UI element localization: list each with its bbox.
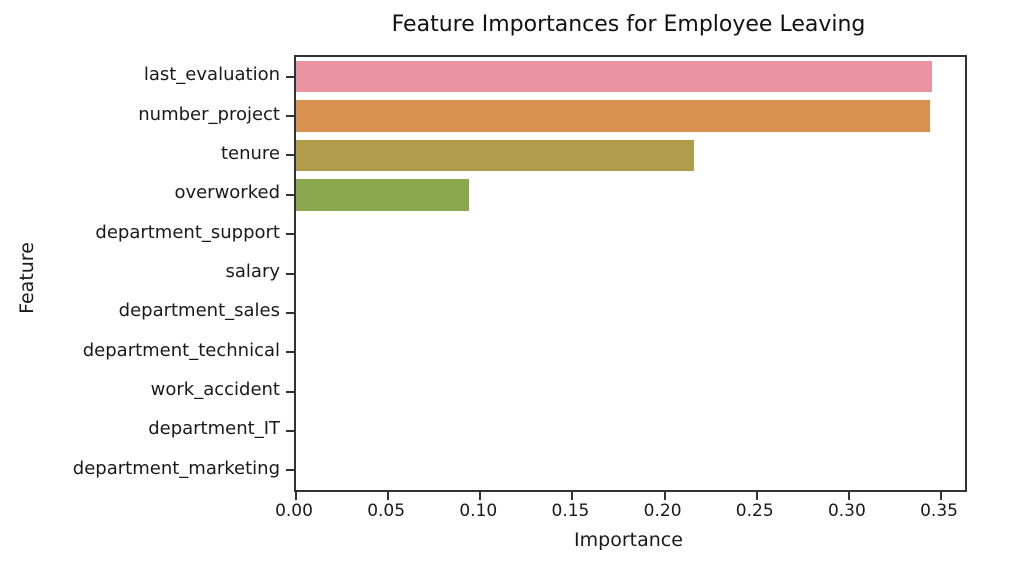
y-tick-mark — [286, 193, 294, 196]
x-tick-label-0.05: 0.05 — [367, 501, 406, 521]
x-tick-label-0.35: 0.35 — [920, 501, 958, 521]
y-tick-label-last_evaluation: last_evaluation — [143, 64, 280, 86]
bar-row — [296, 96, 965, 135]
y-tick-mark — [286, 311, 294, 314]
y-tick-mark — [286, 154, 294, 157]
x-axis-label: Importance — [574, 529, 683, 551]
plot-area — [286, 55, 967, 500]
x-tick-label-0.10: 0.10 — [459, 501, 498, 521]
bar-row — [296, 451, 965, 490]
bar-row — [296, 136, 965, 175]
y-tick-mark — [286, 351, 294, 354]
x-tick-label-0.15: 0.15 — [551, 501, 590, 521]
y-tick-label-work_accident: work_accident — [150, 379, 280, 401]
x-tick-label-0.20: 0.20 — [643, 501, 682, 521]
bar-row — [296, 214, 965, 253]
bar-row — [296, 333, 965, 372]
y-tick-label-tenure: tenure — [220, 142, 280, 164]
bar-tenure — [296, 139, 695, 172]
x-tick-mark — [755, 492, 758, 500]
bar-row — [296, 57, 965, 96]
bar-row — [296, 372, 965, 411]
y-tick-label-department_support: department_support — [95, 221, 280, 243]
y-tick-mark — [286, 390, 294, 393]
y-tick-label-department_marketing: department_marketing — [72, 457, 280, 479]
y-tick-mark — [286, 115, 294, 118]
chart-title: Feature Importances for Employee Leaving — [391, 12, 866, 37]
y-tick-mark — [286, 75, 294, 78]
x-tick-mark — [295, 492, 297, 500]
y-tick-label-salary: salary — [225, 260, 281, 282]
y-tick-mark — [286, 272, 294, 275]
x-tick-mark — [479, 492, 482, 500]
y-tick-mark — [286, 469, 294, 472]
bar-row — [296, 293, 965, 332]
bar-last_evaluation — [296, 60, 932, 93]
x-tick-mark — [663, 492, 666, 500]
x-tick-mark — [847, 492, 850, 500]
y-tick-label-department_technical: department_technical — [82, 339, 280, 361]
x-tick-mark — [571, 492, 574, 500]
x-tick-mark — [387, 492, 390, 500]
bar-number_project — [296, 100, 930, 132]
x-tick-label-0.30: 0.30 — [827, 501, 866, 521]
y-tick-label-department_sales: department_sales — [118, 300, 280, 322]
x-tick-mark — [940, 492, 943, 500]
x-tick-label-0.00: 0.00 — [275, 501, 313, 521]
bar-row — [296, 175, 965, 214]
bar-row — [296, 411, 965, 450]
y-tick-label-number_project: number_project — [138, 103, 280, 125]
x-tick-label-0.25: 0.25 — [735, 501, 774, 521]
y-tick-label-department_IT: department_IT — [148, 418, 280, 440]
y-tick-label-overworked: overworked — [174, 182, 280, 204]
bar-series — [296, 57, 965, 490]
bar-overworked — [296, 179, 470, 211]
bar-row — [296, 254, 965, 293]
y-tick-mark — [286, 233, 294, 236]
y-tick-mark — [286, 429, 294, 432]
